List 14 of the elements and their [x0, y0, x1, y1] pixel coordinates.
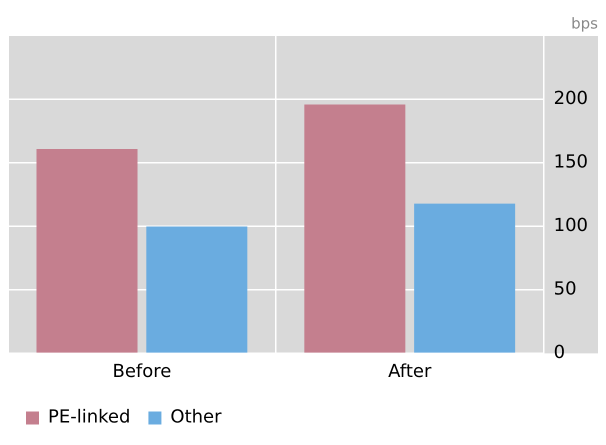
y-axis-title: bps	[571, 14, 598, 32]
y-tick-label: 150	[554, 152, 588, 173]
y-tick-label: 100	[554, 215, 588, 236]
legend-label: Other	[170, 406, 222, 428]
y-tick-label: 50	[554, 278, 577, 300]
legend-label: PE-linked	[48, 406, 130, 428]
y-tick-label: 200	[554, 88, 588, 110]
y-tick-label: 0	[554, 342, 566, 364]
bar	[146, 226, 248, 353]
bar	[36, 148, 138, 353]
x-tick-label: Before	[112, 360, 172, 382]
bar	[414, 204, 516, 353]
x-tick-label: After	[388, 360, 432, 382]
bar	[304, 104, 406, 353]
